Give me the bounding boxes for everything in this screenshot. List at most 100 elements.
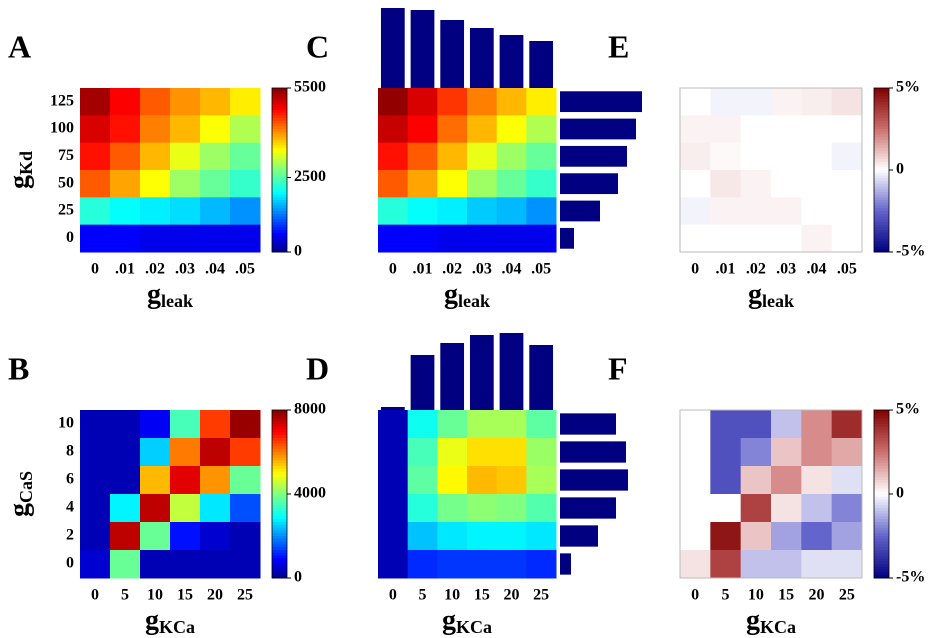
colorbar-step: [874, 544, 889, 548]
colorbar-step: [874, 137, 889, 141]
heatmap-cell: [831, 522, 863, 551]
y-axis-label: gKd: [4, 151, 36, 189]
heatmap-cell: [437, 550, 468, 579]
marginal-bar: [560, 413, 616, 435]
colorbar-step: [272, 424, 287, 428]
heatmap-cell: [437, 88, 468, 116]
heatmap-cell: [200, 438, 231, 467]
heatmap-cell: [230, 438, 261, 467]
colorbar-step: [272, 123, 287, 127]
x-axis-label-main: g: [444, 279, 458, 310]
x-tick-label: .02: [746, 261, 766, 278]
heatmap-cell: [496, 522, 527, 551]
colorbar-step: [272, 200, 287, 204]
heatmap-cell: [680, 522, 711, 551]
colorbar-step: [874, 200, 889, 204]
colorbar-step: [272, 516, 287, 520]
heatmap-cell: [200, 466, 231, 495]
colorbar-step: [874, 502, 889, 506]
heatmap-cell: [200, 142, 231, 171]
colorbar-step: [272, 496, 287, 501]
colorbar-step: [874, 513, 889, 517]
colorbar-step: [874, 508, 889, 512]
colorbar-step: [272, 167, 287, 171]
colorbar-step: [272, 460, 287, 464]
colorbar-step: [272, 129, 287, 133]
colorbar-step: [272, 197, 287, 201]
heatmap-cell: [831, 494, 863, 523]
colorbar-step: [874, 148, 889, 152]
heatmap-cell: [80, 115, 111, 144]
colorbar-step: [272, 480, 287, 484]
colorbar-step: [874, 510, 889, 515]
y-axis-label-main: g: [4, 503, 35, 517]
heatmap-cell: [140, 88, 171, 116]
colorbar-step: [874, 150, 889, 155]
heatmap-cell: [230, 522, 261, 551]
colorbar-step: [272, 175, 287, 179]
heatmap-cell: [407, 142, 438, 171]
heatmap-cell: [801, 522, 833, 551]
heatmap-cell: [170, 494, 201, 523]
colorbar-step: [272, 471, 287, 475]
y-tick-label: 6: [66, 471, 74, 488]
heatmap-cell: [378, 142, 409, 171]
marginal-bar: [410, 355, 435, 410]
colorbar-step: [874, 424, 889, 428]
heatmap-cell: [680, 410, 711, 439]
colorbar-step: [272, 452, 287, 456]
heatmap-cell: [110, 494, 141, 523]
colorbar-step: [874, 161, 889, 166]
colorbar-step: [272, 435, 287, 439]
y-tick-label: 25: [58, 202, 74, 219]
heatmap-cell: [437, 410, 468, 439]
heatmap-cell: [200, 410, 231, 439]
heatmap-cell: [526, 224, 557, 253]
colorbar-step: [874, 156, 889, 160]
colorbar-tick-label: 0: [896, 161, 904, 178]
plot-frame: [679, 409, 863, 579]
heatmap-cell: [496, 438, 527, 467]
colorbar-step: [272, 410, 287, 414]
heatmap-cell: [200, 224, 231, 253]
colorbar-step: [272, 178, 287, 182]
heatmap-cell: [801, 88, 833, 116]
colorbar-step: [272, 109, 287, 114]
colorbar-step: [272, 118, 287, 122]
heatmap-cell: [710, 522, 742, 551]
colorbar-step: [272, 202, 287, 207]
colorbar-step: [272, 93, 287, 97]
heatmap-cell: [140, 550, 171, 579]
colorbar-tick-label: -5%: [896, 243, 925, 260]
x-tick-label: 25: [839, 587, 855, 604]
colorbar-step: [874, 107, 889, 111]
heatmap-cell: [831, 410, 863, 439]
x-tick-label: 20: [809, 587, 825, 604]
heatmap-cell: [110, 410, 141, 439]
heatmap-cell: [740, 466, 772, 495]
heatmap-cell: [437, 494, 468, 523]
heatmap-cell: [526, 494, 557, 523]
colorbar-step: [272, 246, 287, 250]
colorbar-step: [272, 104, 287, 108]
heatmap-cell: [170, 197, 201, 226]
plot-frame: [679, 87, 863, 253]
x-axis-label: gleak: [444, 279, 490, 311]
heatmap-cell: [680, 466, 711, 495]
colorbar-step: [874, 224, 889, 228]
colorbar-step: [874, 101, 889, 105]
colorbar-step: [272, 522, 287, 526]
heatmap-cell: [710, 115, 742, 144]
colorbar-step: [874, 227, 889, 231]
marginal-bar: [560, 469, 628, 491]
heatmap-cell: [80, 224, 111, 253]
heatmap-cell: [378, 494, 409, 523]
heatmap-cell: [170, 522, 201, 551]
colorbar-step: [874, 429, 889, 433]
colorbar-step: [272, 221, 287, 226]
x-tick-label: 15: [778, 587, 794, 604]
colorbar-step: [874, 524, 889, 529]
heatmap-cell: [110, 438, 141, 467]
y-tick-label: 8: [66, 443, 74, 460]
x-axis-label-main: g: [746, 605, 760, 636]
